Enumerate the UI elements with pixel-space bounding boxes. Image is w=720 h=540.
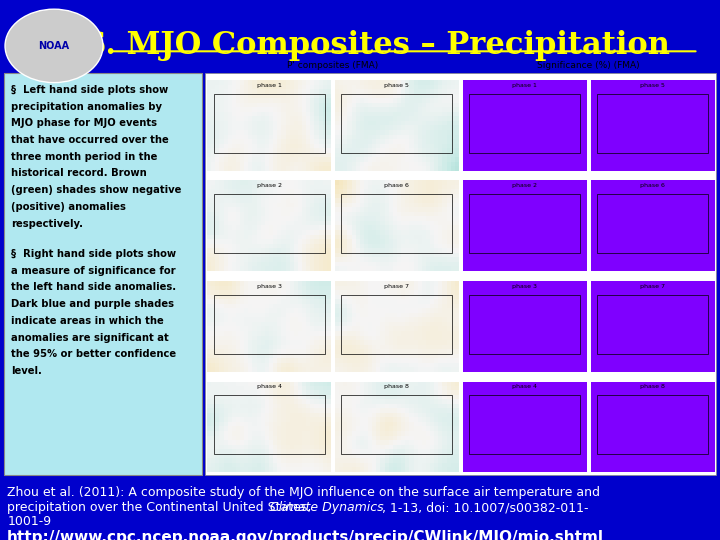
Text: precipitation over the Continental United States,: precipitation over the Continental Unite… xyxy=(7,501,315,514)
Text: phase 7: phase 7 xyxy=(640,284,665,289)
Text: P' composites (FMA): P' composites (FMA) xyxy=(287,61,379,70)
Text: §  Right hand side plots show: § Right hand side plots show xyxy=(11,249,176,259)
Text: the left hand side anomalies.: the left hand side anomalies. xyxy=(11,282,176,293)
Text: phase 3: phase 3 xyxy=(512,284,537,289)
Text: MJO phase for MJO events: MJO phase for MJO events xyxy=(11,118,157,129)
Text: §  Left hand side plots show: § Left hand side plots show xyxy=(11,85,168,95)
Text: Climate Dynamics: Climate Dynamics xyxy=(270,501,384,514)
Text: phase 2: phase 2 xyxy=(512,183,537,188)
Text: indicate areas in which the: indicate areas in which the xyxy=(11,316,163,326)
Text: http://www.cpc.ncep.noaa.gov/products/precip/CWlink/MJO/mjo.shtml: http://www.cpc.ncep.noaa.gov/products/pr… xyxy=(7,530,604,540)
Text: phase 8: phase 8 xyxy=(384,384,410,389)
Text: phase 3: phase 3 xyxy=(256,284,282,289)
Text: phase 8: phase 8 xyxy=(640,384,665,389)
Text: three month period in the: three month period in the xyxy=(11,152,157,162)
Text: (green) shades show negative: (green) shades show negative xyxy=(11,185,181,195)
Text: Zhou et al. (2011): A composite study of the MJO influence on the surface air te: Zhou et al. (2011): A composite study of… xyxy=(7,486,600,499)
Text: phase 4: phase 4 xyxy=(256,384,282,389)
Text: phase 6: phase 6 xyxy=(384,183,410,188)
FancyBboxPatch shape xyxy=(205,73,716,475)
Text: 1001-9: 1001-9 xyxy=(7,515,51,528)
Text: phase 1: phase 1 xyxy=(256,83,282,87)
Text: Dark blue and purple shades: Dark blue and purple shades xyxy=(11,299,174,309)
Circle shape xyxy=(5,9,103,83)
FancyBboxPatch shape xyxy=(4,73,202,475)
Text: historical record. Brown: historical record. Brown xyxy=(11,168,147,179)
Text: the 95% or better confidence: the 95% or better confidence xyxy=(11,349,176,360)
Text: Significance (%) (FMA): Significance (%) (FMA) xyxy=(537,61,640,70)
Text: that have occurred over the: that have occurred over the xyxy=(11,135,168,145)
Text: (positive) anomalies: (positive) anomalies xyxy=(11,202,126,212)
Text: phase 4: phase 4 xyxy=(512,384,537,389)
Text: phase 5: phase 5 xyxy=(384,83,410,87)
Text: level.: level. xyxy=(11,366,42,376)
Text: phase 5: phase 5 xyxy=(640,83,665,87)
Text: a measure of significance for: a measure of significance for xyxy=(11,266,176,276)
Text: phase 1: phase 1 xyxy=(512,83,537,87)
Text: , 1-13, doi: 10.1007/s00382-011-: , 1-13, doi: 10.1007/s00382-011- xyxy=(382,501,588,514)
Text: respectively.: respectively. xyxy=(11,219,83,229)
Text: NOAA: NOAA xyxy=(38,41,70,51)
Text: precipitation anomalies by: precipitation anomalies by xyxy=(11,102,162,112)
Text: anomalies are significant at: anomalies are significant at xyxy=(11,333,168,343)
Text: phase 2: phase 2 xyxy=(256,183,282,188)
Text: phase 7: phase 7 xyxy=(384,284,410,289)
Text: phase 6: phase 6 xyxy=(640,183,665,188)
Text: U.S. MJO Composites – Precipitation: U.S. MJO Composites – Precipitation xyxy=(50,30,670,60)
